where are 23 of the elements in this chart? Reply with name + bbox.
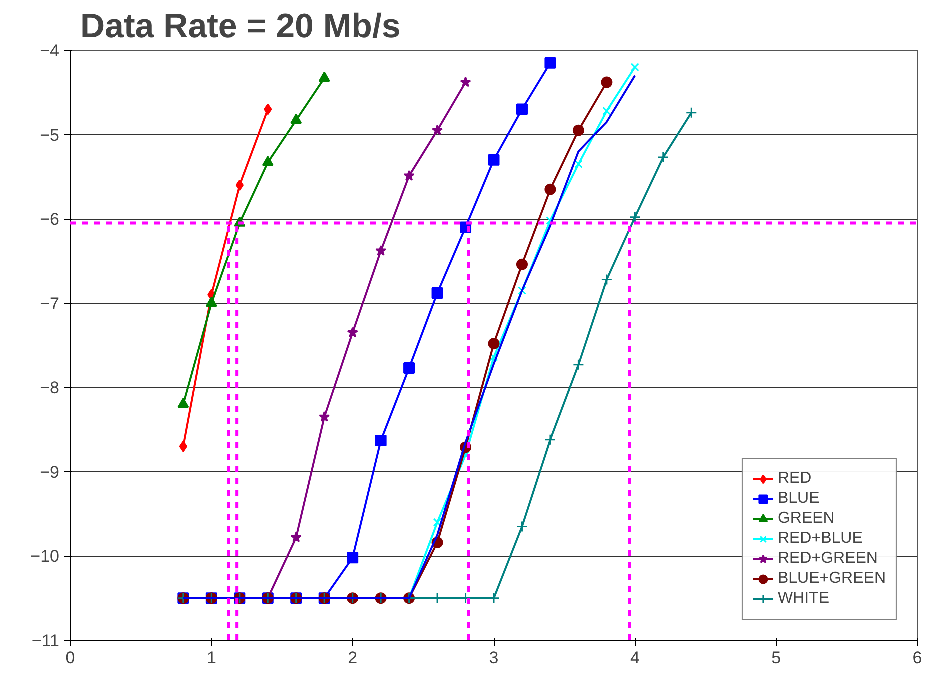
y-tick-label: −6 — [40, 210, 60, 230]
chart-title: Data Rate = 20 Mb/s — [80, 8, 401, 46]
x-tick-label: 4 — [630, 648, 640, 668]
y-tick-label: −4 — [40, 42, 60, 60]
x-tick-label: 6 — [912, 648, 922, 668]
y-tick-label: −7 — [40, 294, 60, 314]
legend-label: BLUE+GREEN — [778, 570, 886, 588]
y-tick-label: −11 — [32, 632, 60, 650]
y-tick-label: −9 — [40, 462, 60, 482]
x-tick-label: 2 — [348, 648, 358, 668]
x-tick-label: 0 — [66, 648, 76, 668]
y-tick-label: −5 — [40, 126, 60, 145]
x-tick-label: 3 — [489, 648, 499, 668]
x-tick-label: 5 — [772, 648, 782, 668]
legend-label: RED+BLUE — [778, 530, 863, 548]
x-tick-label: 1 — [206, 648, 216, 668]
legend-label: RED — [778, 470, 812, 488]
legend-label: RED+GREEN — [778, 550, 878, 568]
legend-label: WHITE — [778, 590, 830, 608]
legend-label: BLUE — [778, 490, 820, 508]
y-tick-label: −8 — [40, 378, 60, 398]
legend-label: GREEN — [778, 510, 835, 528]
y-tick-label: −10 — [30, 547, 60, 566]
